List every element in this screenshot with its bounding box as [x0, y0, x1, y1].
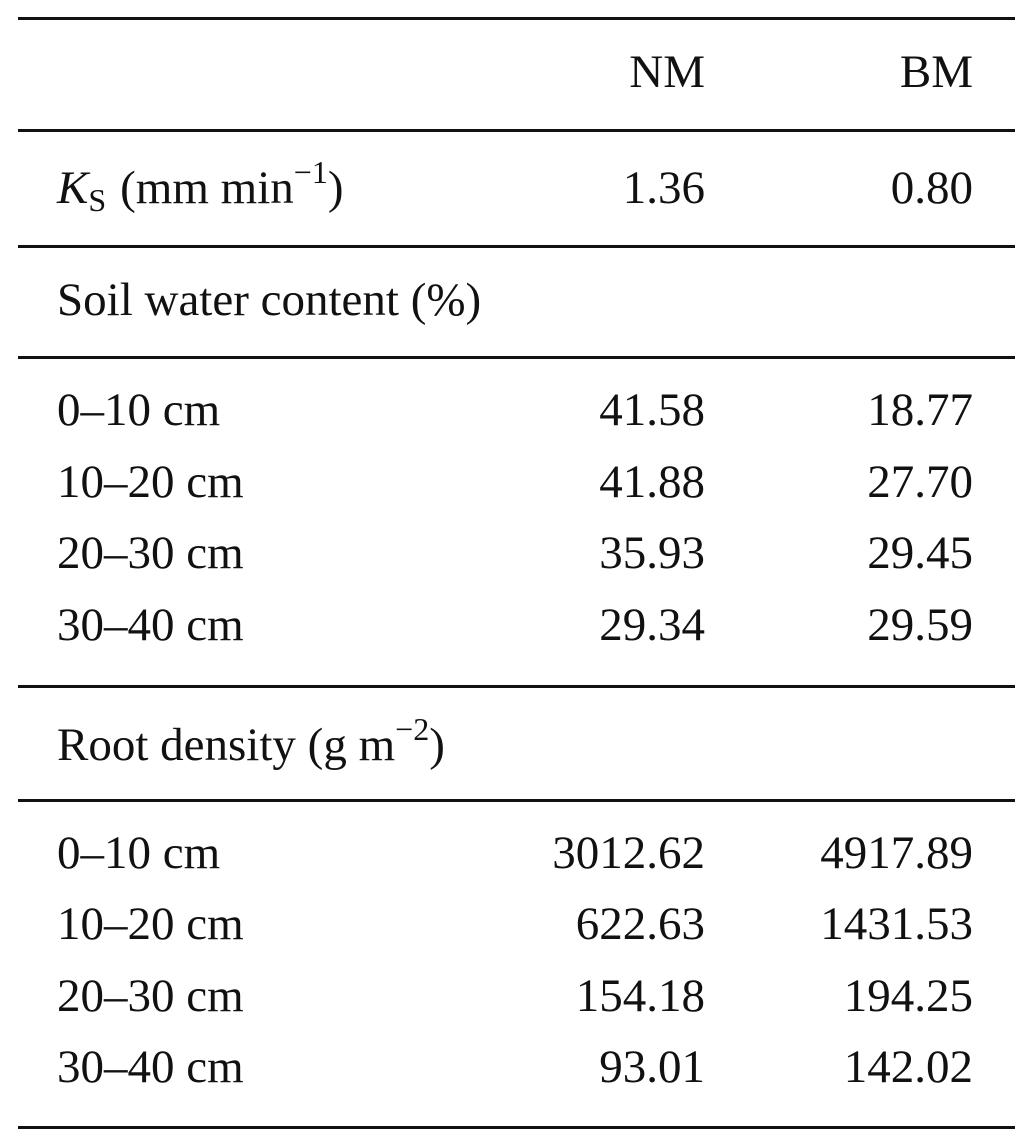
rule [18, 1126, 1015, 1129]
row-label: 30–40 cm [57, 599, 244, 652]
rule [18, 129, 1015, 132]
cell-value: 93.01 [599, 1040, 705, 1093]
cell-value: 1431.53 [820, 898, 973, 951]
section-heading: Soil water content (%) [57, 270, 481, 330]
cell-value: BM [899, 46, 973, 98]
row-label: 30–40 cm [57, 1040, 244, 1093]
cell-value: 29.34 [599, 599, 705, 652]
section-heading: Root density (g m−2) [57, 713, 445, 775]
cell-value: 18.77 [867, 384, 973, 436]
rule [18, 17, 1015, 20]
exponent: −2 [395, 711, 430, 747]
cell-value: 35.93 [599, 527, 705, 580]
heading-close: ) [429, 719, 445, 771]
cell-value: 29.45 [867, 527, 973, 580]
row-label: KS (mm min−1) [57, 156, 344, 218]
row-label: 20–30 cm [57, 969, 244, 1022]
cell-value: 194.25 [843, 969, 973, 1022]
cell-value: 154.18 [575, 969, 705, 1022]
row-label: 10–20 cm [57, 898, 244, 951]
cell-value: 0.80 [890, 162, 973, 214]
cell-value: NM [629, 46, 705, 98]
cell-value: 41.88 [599, 455, 705, 508]
row-label: 20–30 cm [57, 527, 244, 580]
symbol: K [57, 162, 89, 214]
row-label: 0–10 cm [57, 827, 221, 879]
cell-value: 1.36 [622, 162, 705, 214]
row-label: 0–10 cm [57, 384, 221, 436]
heading-text: Root density (g m [57, 719, 396, 771]
cell-value: 142.02 [843, 1040, 973, 1093]
rule [18, 245, 1015, 248]
unit: (mm min [120, 162, 294, 214]
cell-value: 622.63 [575, 898, 705, 951]
rule [18, 685, 1015, 688]
cell-value: 29.59 [867, 599, 973, 652]
subscript: S [88, 182, 107, 218]
cell-value: 41.58 [599, 384, 705, 436]
heading-text: Soil water content (%) [57, 274, 482, 326]
cell-value: 27.70 [867, 455, 973, 508]
exponent: −1 [293, 154, 328, 190]
row-label: 10–20 cm [57, 455, 244, 508]
rule [18, 799, 1015, 802]
cell-value: 4917.89 [820, 827, 973, 879]
unit-close: ) [327, 162, 344, 214]
rule [18, 356, 1015, 359]
cell-value: 3012.62 [552, 827, 705, 879]
